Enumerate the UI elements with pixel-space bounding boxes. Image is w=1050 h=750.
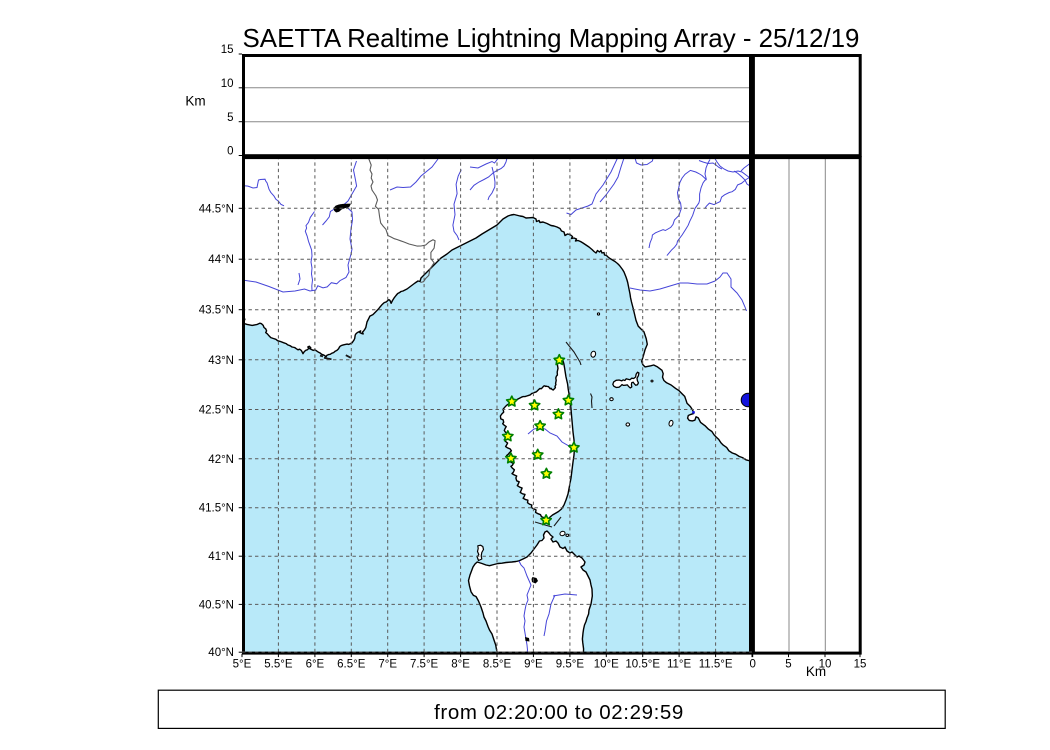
svg-text:SAETTA Realtime Lightning Mapp: SAETTA Realtime Lightning Mapping Array …	[243, 25, 860, 53]
svg-text:15: 15	[221, 44, 234, 56]
svg-text:9.5°E: 9.5°E	[556, 658, 585, 670]
svg-text:10: 10	[819, 658, 832, 670]
svg-text:8.5°E: 8.5°E	[483, 658, 512, 670]
svg-text:40.5°N: 40.5°N	[199, 599, 234, 611]
svg-text:Km: Km	[806, 664, 826, 679]
svg-text:5°E: 5°E	[233, 658, 252, 670]
svg-text:5: 5	[227, 112, 233, 124]
svg-text:43°N: 43°N	[208, 355, 234, 367]
svg-text:0: 0	[749, 658, 755, 670]
svg-text:15: 15	[854, 658, 867, 670]
svg-text:8°E: 8°E	[451, 658, 470, 670]
svg-text:6°E: 6°E	[306, 658, 325, 670]
svg-text:11.5°E: 11.5°E	[699, 658, 733, 670]
svg-text:43.5°N: 43.5°N	[199, 305, 234, 317]
svg-text:41°N: 41°N	[208, 551, 234, 563]
svg-text:10: 10	[221, 78, 234, 90]
svg-text:Km: Km	[185, 94, 205, 109]
svg-text:10.5°E: 10.5°E	[625, 658, 660, 670]
svg-text:7°E: 7°E	[378, 658, 397, 670]
svg-text:44.5°N: 44.5°N	[199, 203, 234, 215]
svg-text:40°N: 40°N	[208, 647, 234, 659]
svg-text:5: 5	[785, 658, 791, 670]
svg-text:10°E: 10°E	[594, 658, 619, 670]
svg-text:0: 0	[227, 146, 233, 158]
svg-text:42°N: 42°N	[208, 454, 234, 466]
svg-text:44°N: 44°N	[208, 254, 234, 266]
svg-text:42.5°N: 42.5°N	[199, 405, 234, 417]
svg-text:9°E: 9°E	[524, 658, 543, 670]
svg-text:41.5°N: 41.5°N	[199, 503, 234, 515]
svg-text:5.5°E: 5.5°E	[264, 658, 293, 670]
svg-text:6.5°E: 6.5°E	[337, 658, 366, 670]
svg-text:from 02:20:00 to 02:29:59: from 02:20:00 to 02:29:59	[434, 701, 684, 724]
svg-text:7.5°E: 7.5°E	[410, 658, 439, 670]
svg-text:11°E: 11°E	[667, 658, 692, 670]
